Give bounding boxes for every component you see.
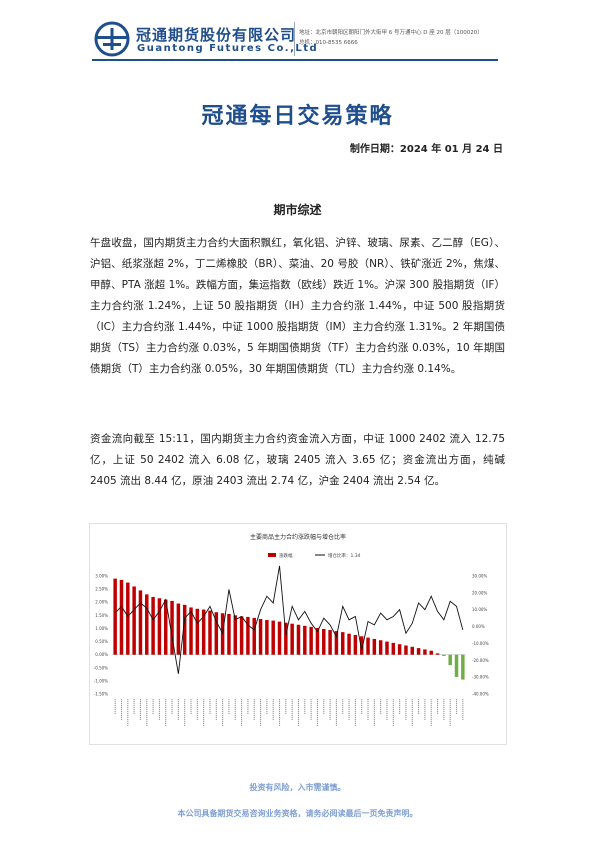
header-divider [294, 22, 295, 56]
market-summary-paragraph: 午盘收盘，国内期货主力合约大面积飘红，氧化铝、沪锌、玻璃、尿素、乙二醇（EG）、… [90, 237, 505, 375]
commodity-change-chart: 主要商品主力合约涨跌幅与增仓比率涨跌幅 增仓比率：1.34 3.00% 2.50% 2.… [89, 523, 507, 745]
bar [239, 616, 244, 655]
bar [372, 638, 377, 655]
bar [151, 596, 155, 655]
left-tick-label: 0.50% [95, 639, 108, 644]
bar [391, 642, 396, 655]
disclaimer: 本公司具备期货交易咨询业务资格，请务必阅读最后一页免责声明。 [177, 809, 418, 818]
company-name-en: Guantong Futures Co.,Ltd [137, 43, 319, 54]
bar [454, 654, 459, 677]
left-tick-label: 0.00% [95, 652, 108, 657]
bar [113, 578, 117, 655]
right-tick-label: -10.00% [472, 641, 489, 646]
bar [170, 600, 174, 655]
left-tick-label: 2.50% [95, 587, 108, 592]
right-tick-label: 30.00% [472, 574, 487, 579]
bar [347, 633, 351, 655]
right-tick-label: -30.00% [472, 675, 489, 680]
bar [195, 608, 200, 655]
bar [442, 654, 446, 656]
bar [119, 579, 124, 655]
bar [410, 646, 415, 655]
bar [296, 624, 301, 655]
bar [404, 645, 408, 655]
bar [176, 603, 181, 655]
left-tick-label: 2.00% [95, 600, 108, 605]
bar [385, 641, 389, 655]
report-date: 制作日期：2024 年 01 月 24 日 [349, 144, 503, 155]
header-rule [92, 59, 498, 61]
bar [208, 610, 212, 655]
bar [378, 640, 383, 655]
right-tick-label: -20.00% [472, 658, 489, 663]
bar [233, 615, 238, 655]
chart-title: 主要商品主力合约涨跌幅与增仓比率 [250, 533, 346, 541]
bar [271, 620, 275, 655]
bar [246, 616, 250, 655]
left-tick-label: -0.50% [94, 665, 108, 670]
right-tick-label: 10.00% [472, 607, 487, 612]
bar [322, 628, 326, 655]
company-logo-icon [94, 21, 130, 57]
bar [189, 607, 193, 655]
right-tick-label: -40.00% [472, 692, 489, 697]
left-tick-label: 3.00% [95, 574, 108, 579]
company-contact: 地址：北京市朝阳区朝阳门外大街甲 6 号万通中心 D 座 20 层（100020… [299, 28, 483, 48]
bar [145, 594, 149, 655]
left-tick-label: 1.50% [95, 613, 108, 618]
open-interest-line [114, 565, 464, 674]
bar [265, 620, 269, 655]
bar [309, 626, 313, 655]
bar [315, 627, 320, 655]
legend-label-line: 增仓比率：1.34 [328, 552, 361, 559]
bar [157, 598, 162, 655]
bar [461, 654, 465, 680]
bar [284, 622, 288, 655]
company-name-cn: 冠通期货股份有限公司 [136, 26, 297, 44]
bar [353, 635, 358, 655]
risk-warning: 投资有风险，入市需谨慎。 [249, 783, 346, 792]
document-title: 冠通每日交易策略 [201, 104, 394, 129]
left-tick-label: -1.00% [94, 678, 108, 683]
right-tick-label: 0.00% [472, 624, 485, 629]
bar [227, 614, 231, 655]
company-address: 地址：北京市朝阳区朝阳门外大街甲 6 号万通中心 D 座 20 层（100020… [299, 30, 483, 36]
bar [340, 632, 345, 655]
bar [132, 586, 136, 655]
bar [290, 623, 294, 655]
bar [423, 649, 427, 655]
bar [366, 637, 370, 655]
bar [435, 653, 440, 655]
bar [397, 644, 402, 655]
bar [182, 604, 187, 655]
bar [416, 648, 421, 655]
bar [126, 582, 130, 655]
bar [252, 617, 256, 655]
bar [163, 599, 168, 655]
capital-flow-paragraph: 资金流向截至 15:11，国内期货主力合约资金流入方面，中证 1000 2402… [90, 433, 505, 487]
bar [201, 609, 206, 655]
left-tick-label: -1.50% [94, 692, 108, 697]
section-title: 期市综述 [273, 203, 322, 217]
bar [328, 630, 332, 655]
letterhead: 冠通期货股份有限公司 Guantong Futures Co.,Ltd 地址：北… [92, 20, 498, 58]
legend-swatch-bar [268, 553, 276, 557]
company-phone: 总机：010-8535 6666 [299, 40, 358, 46]
bar [429, 650, 433, 655]
right-tick-label: 20.00% [472, 590, 487, 595]
bar [214, 612, 219, 655]
left-tick-label: 1.00% [95, 626, 108, 631]
bar [334, 631, 339, 655]
bar [258, 619, 263, 655]
legend-label-bar: 涨跌幅 [279, 552, 293, 559]
bar [359, 636, 364, 655]
bar [138, 590, 143, 655]
bar [277, 621, 282, 655]
bar [448, 654, 452, 666]
bar [303, 625, 307, 655]
